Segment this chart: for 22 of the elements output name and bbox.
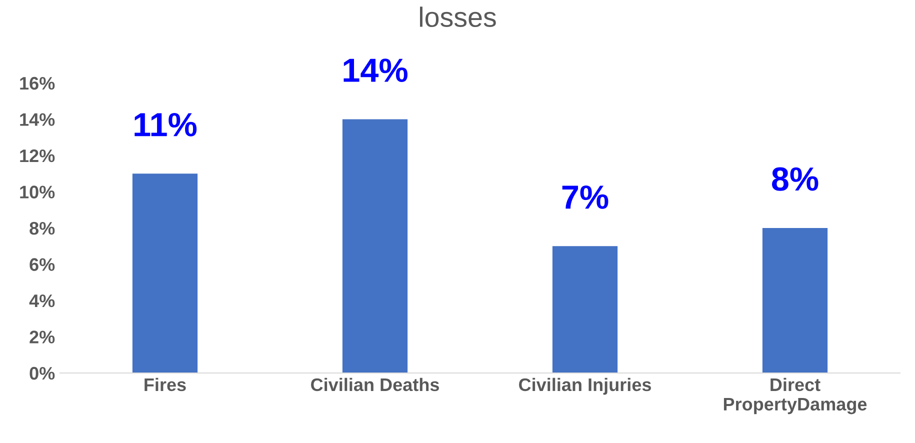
x-tick-label: Direct PropertyDamage [724,378,867,414]
y-tick-label: 14% [20,113,55,126]
y-tick-label: 12% [20,149,55,162]
y-tick-label: 4% [29,294,55,308]
data-label: 8% [772,167,818,191]
x-tick-label: Fires [144,378,186,392]
bar [342,119,408,373]
y-tick-label: 8% [30,222,55,235]
x-tick-label: Civilian Deaths [311,378,439,392]
data-label: 7% [562,185,608,209]
bar [762,228,828,373]
data-label: 11% [134,112,197,136]
bar [132,174,198,373]
y-tick-label: 10% [20,186,55,198]
y-tick-label: 6% [30,258,55,271]
x-tick-label: Civilian Injuries [519,378,651,395]
y-tick-label: 2% [30,330,55,344]
y-tick-label: 16% [20,76,55,90]
data-label: 14% [344,58,408,82]
y-tick-label: 0% [30,366,55,380]
bar [552,246,618,373]
chart-title: losses [420,6,496,28]
